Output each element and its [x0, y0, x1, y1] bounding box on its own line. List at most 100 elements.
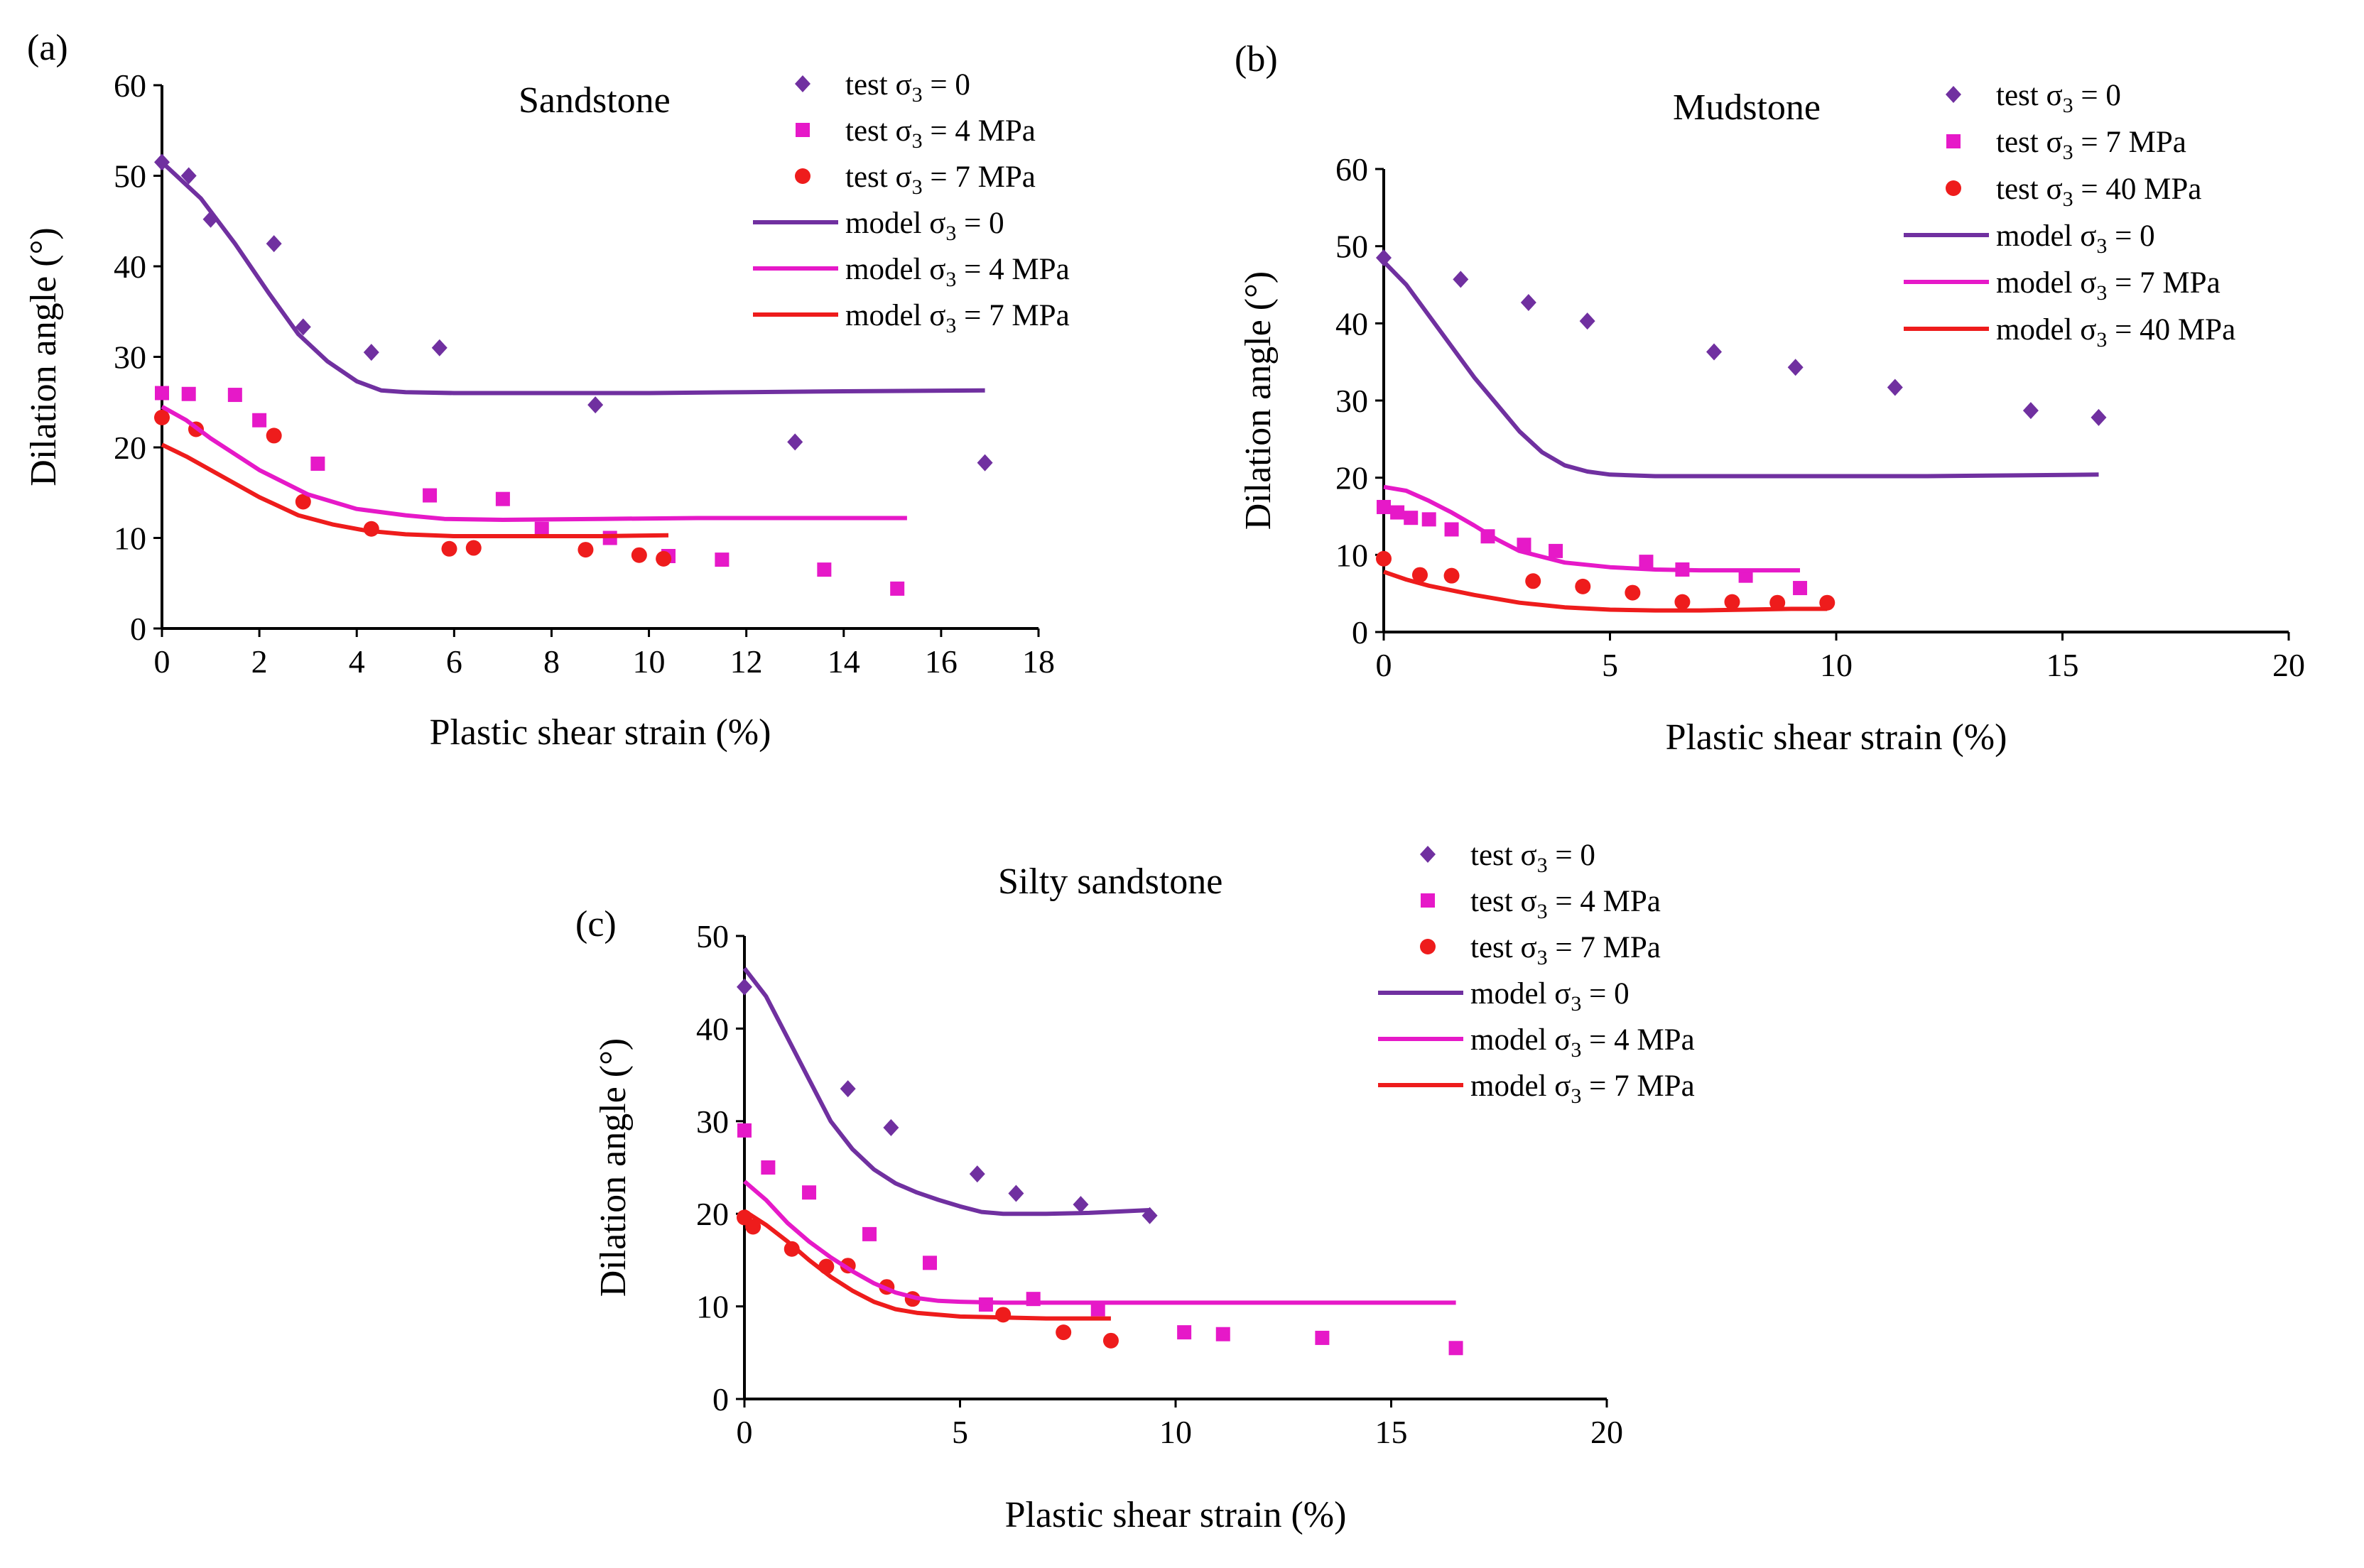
- data-point: [1674, 594, 1691, 610]
- data-point: [154, 409, 170, 425]
- data-point: [423, 488, 438, 503]
- legend-marker: [1946, 180, 1961, 196]
- panel-b: (b) Mudstone 0 10 20 30 40 50 60 0 5 10 15 20 Plasti…: [1235, 39, 2305, 758]
- x-tick-label: 10: [1820, 647, 1853, 683]
- y-tick-label: 10: [1335, 537, 1368, 573]
- legend-label-text: model σ: [845, 207, 945, 240]
- legend-label-text: model σ: [1470, 977, 1571, 1011]
- series-line: [160, 160, 985, 396]
- x-axis-label: Plastic shear strain (%): [430, 712, 771, 753]
- data-point: [431, 339, 448, 356]
- data-point: [1376, 550, 1392, 567]
- x-tick-label: 12: [730, 643, 763, 680]
- legend-label-text: test σ: [1996, 173, 2063, 206]
- data-point: [441, 540, 457, 557]
- data-point: [1575, 578, 1591, 594]
- x-tick-label: 14: [828, 643, 860, 680]
- series-line-3: [742, 967, 1150, 1216]
- series-points-2: [154, 409, 672, 567]
- legend-label-text: model σ: [845, 253, 945, 286]
- legend-label-value: = 7 MPa: [1581, 1069, 1694, 1103]
- legend-label-text: test σ: [845, 160, 912, 194]
- legend-label-value: = 7 MPa: [2073, 126, 2186, 159]
- legend-label-text: model σ: [1996, 219, 2096, 253]
- legend-label-subscript: 3: [912, 83, 923, 107]
- panel-label: (c): [575, 904, 617, 944]
- legend-label: test σ3 = 4 MPa: [1470, 885, 1661, 923]
- data-point: [180, 167, 197, 185]
- series-line: [743, 1209, 1111, 1321]
- legend-label-text: test σ: [1470, 839, 1537, 872]
- legend-label-subscript: 3: [1537, 854, 1548, 877]
- data-point: [977, 454, 993, 472]
- data-point: [1517, 538, 1531, 552]
- y-tick-label: 10: [696, 1289, 729, 1325]
- data-point: [745, 1219, 761, 1235]
- x-tick-label: 4: [349, 643, 365, 680]
- y-tick-label: 20: [1335, 460, 1368, 496]
- legend-label-subscript: 3: [2063, 187, 2073, 211]
- legend-label-text: model σ: [845, 299, 945, 332]
- series-line-3: [1382, 260, 2099, 479]
- series-points-1: [155, 386, 905, 596]
- data-point: [862, 1226, 877, 1241]
- legend-label-value: = 4 MPa: [1581, 1023, 1694, 1057]
- legend: test σ3 = 0 test σ3 = 4 MPa test σ3 = 7 MP…: [1378, 839, 1695, 1108]
- legend-label-subscript: 3: [2096, 328, 2107, 352]
- data-point: [1724, 594, 1740, 610]
- data-point: [787, 433, 803, 451]
- legend-label-subscript: 3: [945, 314, 956, 337]
- data-point: [252, 413, 267, 428]
- y-tick-label: 20: [696, 1196, 729, 1232]
- data-point: [1090, 1302, 1105, 1317]
- data-point: [1404, 511, 1419, 526]
- legend-label: test σ3 = 0: [1996, 79, 2121, 117]
- data-point: [1411, 567, 1428, 583]
- data-point: [1056, 1324, 1072, 1341]
- x-tick-label: 20: [1590, 1414, 1623, 1450]
- legend-label-text: test σ: [845, 114, 912, 148]
- data-point: [534, 521, 549, 536]
- legend-label: test σ3 = 7 MPa: [1470, 931, 1661, 969]
- legend-label-value: = 0: [1548, 839, 1595, 872]
- data-point: [656, 550, 672, 567]
- x-tick-label: 15: [1375, 1414, 1408, 1450]
- legend-label-value: = 7 MPa: [2107, 266, 2220, 300]
- legend-label-value: = 0: [1581, 977, 1629, 1011]
- data-point: [1549, 543, 1563, 558]
- series-points-0: [1376, 249, 2107, 426]
- data-point: [784, 1241, 800, 1257]
- data-point: [578, 542, 594, 558]
- data-point: [1520, 293, 1536, 311]
- legend-label: model σ3 = 0: [1470, 977, 1630, 1016]
- data-point: [1073, 1196, 1089, 1214]
- legend-label: test σ3 = 7 MPa: [845, 160, 1036, 199]
- y-axis-label: Dilation angle (°): [1238, 271, 1279, 530]
- series-points-0: [737, 978, 1158, 1224]
- y-tick-label: 0: [712, 1381, 729, 1417]
- data-point: [1525, 573, 1541, 589]
- x-tick-label: 0: [737, 1414, 753, 1450]
- y-tick-label: 0: [1352, 614, 1368, 650]
- legend-label-text: model σ: [1996, 313, 2096, 347]
- legend-label-value: = 7 MPa: [923, 160, 1036, 194]
- data-point: [802, 1185, 817, 1200]
- data-point: [969, 1165, 985, 1183]
- legend-label-text: test σ: [1470, 885, 1537, 918]
- series-line-5: [161, 442, 669, 538]
- data-point: [227, 388, 242, 403]
- legend-marker: [1946, 134, 1961, 148]
- x-tick-label: 0: [1376, 647, 1392, 683]
- series-line: [161, 404, 907, 522]
- data-point: [761, 1160, 776, 1175]
- x-tick-label: 20: [2272, 647, 2305, 683]
- legend-label-value: = 4 MPa: [956, 253, 1069, 286]
- series-line-4: [743, 1180, 1456, 1305]
- data-point: [363, 344, 379, 361]
- data-point: [1793, 581, 1808, 596]
- y-tick-label: 30: [1335, 383, 1368, 419]
- x-tick-label: 10: [633, 643, 666, 680]
